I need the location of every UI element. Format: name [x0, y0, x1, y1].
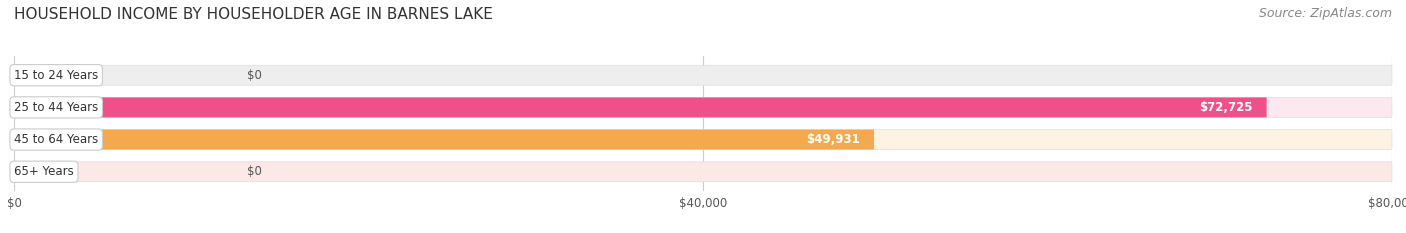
Text: $49,931: $49,931: [807, 133, 860, 146]
Text: HOUSEHOLD INCOME BY HOUSEHOLDER AGE IN BARNES LAKE: HOUSEHOLD INCOME BY HOUSEHOLDER AGE IN B…: [14, 7, 494, 22]
Text: $72,725: $72,725: [1199, 101, 1253, 114]
Text: $0: $0: [246, 69, 262, 82]
Text: Source: ZipAtlas.com: Source: ZipAtlas.com: [1258, 7, 1392, 20]
FancyBboxPatch shape: [14, 130, 875, 150]
Text: $0: $0: [246, 165, 262, 178]
Text: 15 to 24 Years: 15 to 24 Years: [14, 69, 98, 82]
FancyBboxPatch shape: [14, 130, 1392, 150]
FancyBboxPatch shape: [14, 65, 1392, 85]
FancyBboxPatch shape: [14, 162, 1392, 182]
Text: 45 to 64 Years: 45 to 64 Years: [14, 133, 98, 146]
FancyBboxPatch shape: [14, 97, 1392, 117]
Text: 25 to 44 Years: 25 to 44 Years: [14, 101, 98, 114]
Text: 65+ Years: 65+ Years: [14, 165, 75, 178]
FancyBboxPatch shape: [14, 97, 1267, 117]
